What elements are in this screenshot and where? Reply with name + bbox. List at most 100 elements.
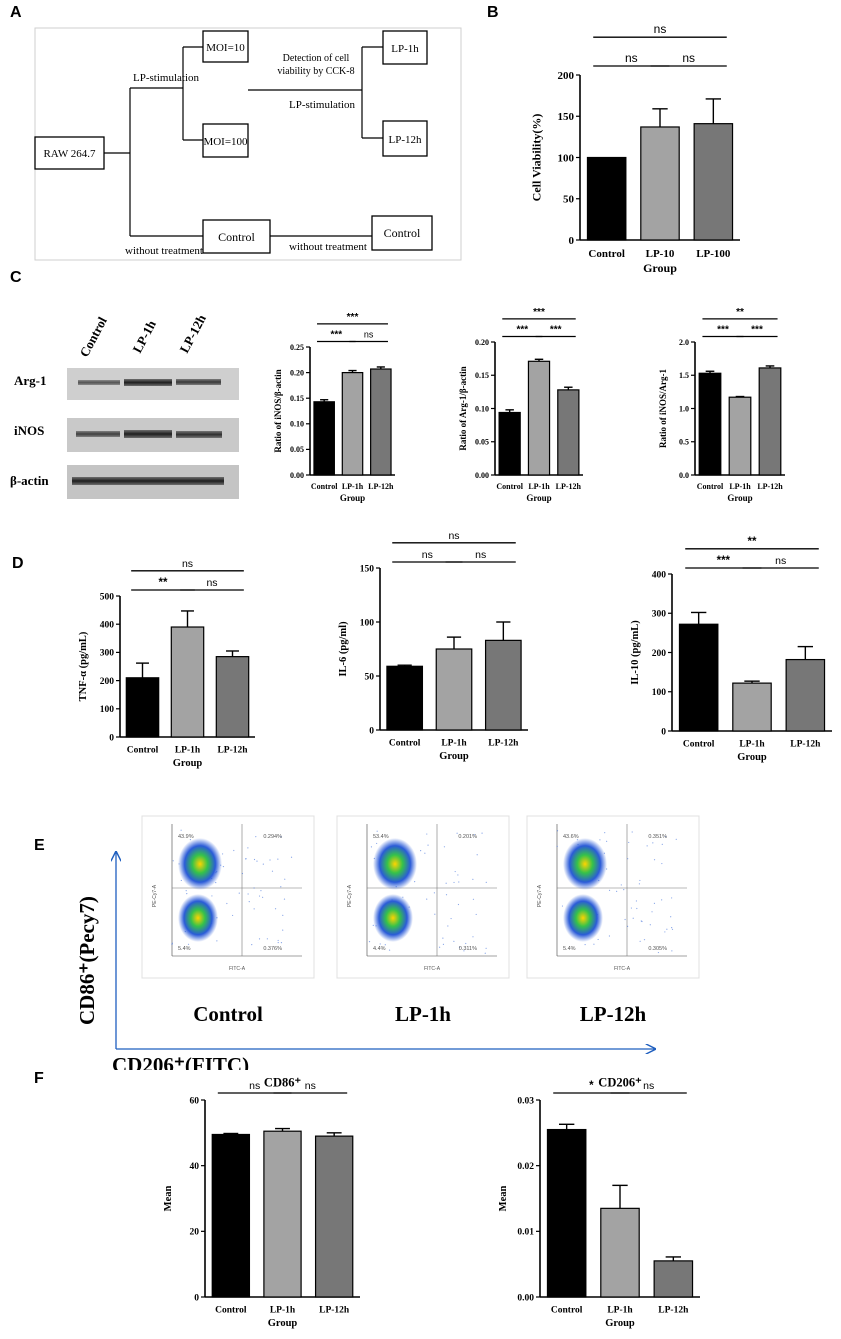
raw-box <box>34 136 105 170</box>
blot-arg1 <box>67 368 239 400</box>
flow-plot-2: 53.4% 0.201% 0.311% 4.4% FITC-A PE-Cy7-A LP-1h <box>336 815 510 1026</box>
significance-label: *** <box>533 307 545 318</box>
y-axis-label: Ratio of iNOS/β-actin <box>273 369 283 452</box>
western-blot: Control LP-1h LP-12h Arg-1 iNOS β-actin <box>0 290 250 505</box>
y-tick-label: 40 <box>190 1162 200 1172</box>
x-axis-label: Group <box>727 493 752 503</box>
y-tick-label: 200 <box>558 70 575 82</box>
x-tick-label: LP-12h <box>488 739 519 749</box>
svg-text:PE-Cy7-A: PE-Cy7-A <box>537 884 543 907</box>
lane-label-lp1h: LP-1h <box>129 317 159 355</box>
x-axis-label: Group <box>643 261 677 275</box>
y-tick-label: 100 <box>100 705 115 715</box>
lane-label-lp12h: LP-12h <box>176 311 209 355</box>
y-tick-label: 0.10 <box>290 420 304 429</box>
chart-tnf: 0 100 200 300 400 500 Control LP-1h LP-12h Group T… <box>78 558 255 769</box>
bar-lp-1h <box>527 360 551 476</box>
significance-label: *** <box>347 312 359 323</box>
svg-text:PE-Cy7-A: PE-Cy7-A <box>347 884 353 907</box>
stimulation-label: LP-stimulation <box>133 72 200 84</box>
bar-lp-100 <box>693 123 734 241</box>
detection-line2: viability by CCK-8 <box>277 66 354 77</box>
blot-inos <box>67 418 239 452</box>
svg-text:FITC-A: FITC-A <box>229 966 246 972</box>
y-tick-label: 400 <box>652 570 667 580</box>
flow-plot-label: LP-12h <box>580 1002 647 1026</box>
significance-label: * <box>589 1080 594 1092</box>
x-tick-label: LP-1h <box>270 1306 296 1316</box>
chart-inos-bactin: 0.00 0.05 0.10 0.15 0.20 0.25 Control LP-1h LP-1… <box>273 312 395 503</box>
flow-plot-label: LP-1h <box>395 1002 451 1026</box>
x-axis-label: Group <box>173 758 203 769</box>
significance-label: ns <box>305 1080 316 1092</box>
bar-lp-12h <box>758 367 782 476</box>
x-tick-label: LP-1h <box>607 1306 633 1316</box>
x-axis-label: Group <box>737 752 767 763</box>
flowchart: RAW 264.7 MOI=10 MOI=100 LP-1h LP-12h Co… <box>34 27 462 261</box>
without1-label: without treatment <box>125 245 203 257</box>
y-tick-label: 300 <box>652 610 667 620</box>
x-axis-label: Group <box>268 1318 298 1329</box>
flow-x-axis-label: CD206⁺(FITC) <box>112 1053 249 1070</box>
y-tick-label: 0.02 <box>517 1162 534 1172</box>
panel-letter-e: E <box>34 837 45 854</box>
bar-lp-1h <box>170 626 205 738</box>
x-tick-label: LP-1h <box>441 739 467 749</box>
y-axis-label: IL-10 (pg/mL) <box>630 620 641 685</box>
quadrant-q3: 0.376% <box>263 946 282 952</box>
moi10-label: MOI=10 <box>206 42 245 54</box>
flow-cytometry: CD86⁺(Pecy7) CD206⁺(FITC) 43.9% 0.294% 0.3… <box>75 815 700 1070</box>
significance-label: ns <box>475 549 486 561</box>
x-tick-label: LP-1h <box>528 482 550 491</box>
quadrant-q4: 5.4% <box>178 946 191 952</box>
chart-il10: 0 100 200 300 400 Control LP-1h LP-12h Group IL-1… <box>630 536 832 763</box>
y-tick-label: 0.05 <box>290 445 304 454</box>
quadrant-q1: 53.4% <box>373 834 389 840</box>
significance-label: ns <box>654 22 667 36</box>
blot-bactin <box>67 465 239 499</box>
significance-label: *** <box>717 555 731 567</box>
bar-lp-12h <box>215 656 250 738</box>
y-tick-label: 0 <box>369 726 374 736</box>
x-tick-label: LP-100 <box>696 248 731 260</box>
lp12h-label: LP-12h <box>389 134 423 146</box>
lp12h-box <box>382 120 428 157</box>
y-tick-label: 150 <box>360 564 375 574</box>
x-tick-label: Control <box>215 1306 247 1316</box>
x-tick-label: LP-1h <box>729 482 751 491</box>
population-upper <box>178 838 222 890</box>
y-axis-label: Mean <box>163 1186 174 1212</box>
detection-line1: Detection of cell <box>283 53 350 64</box>
x-axis-label: Group <box>439 751 469 762</box>
control1-label: Control <box>218 230 255 244</box>
population-lower <box>373 894 413 942</box>
y-tick-label: 0.01 <box>517 1228 534 1238</box>
y-tick-label: 150 <box>558 111 575 123</box>
chart-cd206: 0.00 0.01 0.02 0.03 Control LP-1h LP-12h Group M… <box>498 1076 700 1329</box>
flow-plot-label: Control <box>193 1002 263 1026</box>
population-lower <box>178 894 218 942</box>
y-tick-label: 100 <box>558 152 575 164</box>
x-tick-label: LP-12h <box>658 1306 689 1316</box>
y-tick-label: 0.00 <box>290 471 304 480</box>
chart-title: CD206⁺ <box>598 1076 642 1090</box>
x-tick-label: LP-10 <box>646 248 675 260</box>
y-tick-label: 0 <box>661 727 666 737</box>
x-tick-label: LP-1h <box>175 746 201 756</box>
bar-lp-1h <box>341 371 364 476</box>
y-tick-label: 1.0 <box>679 404 689 413</box>
control2-box <box>371 215 433 251</box>
y-tick-label: 0.00 <box>475 471 489 480</box>
y-tick-label: 0.00 <box>517 1293 534 1303</box>
y-tick-label: 0 <box>569 235 575 247</box>
y-tick-label: 60 <box>190 1096 200 1106</box>
significance-label: ns <box>775 555 786 567</box>
y-axis-label: TNF-α (pg/mL) <box>78 631 89 701</box>
raw-label: RAW 264.7 <box>43 148 96 160</box>
x-tick-label: Control <box>389 739 421 749</box>
y-tick-label: 0.20 <box>290 368 304 377</box>
y-tick-label: 100 <box>652 688 667 698</box>
flowchart-connectors <box>104 46 383 237</box>
significance-label: *** <box>330 330 342 341</box>
